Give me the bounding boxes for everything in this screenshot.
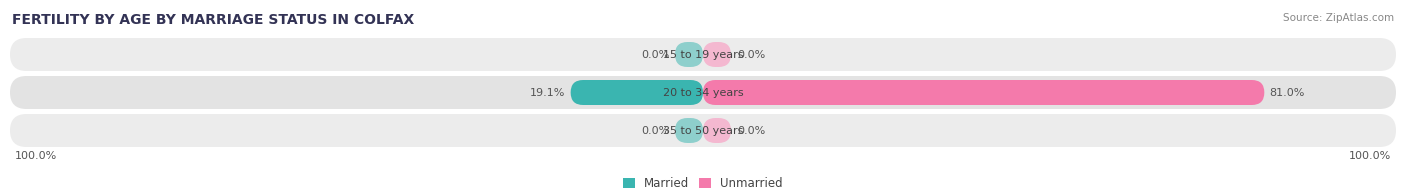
Text: 100.0%: 100.0% — [1348, 151, 1391, 161]
Text: 35 to 50 years: 35 to 50 years — [662, 125, 744, 135]
Text: 0.0%: 0.0% — [641, 125, 669, 135]
Text: 0.0%: 0.0% — [641, 50, 669, 60]
Text: 81.0%: 81.0% — [1270, 87, 1305, 97]
Legend: Married, Unmarried: Married, Unmarried — [623, 177, 783, 190]
Text: 20 to 34 years: 20 to 34 years — [662, 87, 744, 97]
Text: FERTILITY BY AGE BY MARRIAGE STATUS IN COLFAX: FERTILITY BY AGE BY MARRIAGE STATUS IN C… — [13, 13, 415, 27]
FancyBboxPatch shape — [10, 76, 1396, 109]
Text: 100.0%: 100.0% — [15, 151, 58, 161]
FancyBboxPatch shape — [703, 42, 731, 67]
FancyBboxPatch shape — [675, 118, 703, 143]
Text: 0.0%: 0.0% — [737, 125, 765, 135]
Text: Source: ZipAtlas.com: Source: ZipAtlas.com — [1282, 13, 1393, 23]
FancyBboxPatch shape — [10, 114, 1396, 147]
Text: 0.0%: 0.0% — [737, 50, 765, 60]
FancyBboxPatch shape — [571, 80, 703, 105]
Text: 15 to 19 years: 15 to 19 years — [662, 50, 744, 60]
FancyBboxPatch shape — [703, 80, 1264, 105]
FancyBboxPatch shape — [10, 38, 1396, 71]
FancyBboxPatch shape — [675, 42, 703, 67]
FancyBboxPatch shape — [703, 118, 731, 143]
Text: 19.1%: 19.1% — [530, 87, 565, 97]
